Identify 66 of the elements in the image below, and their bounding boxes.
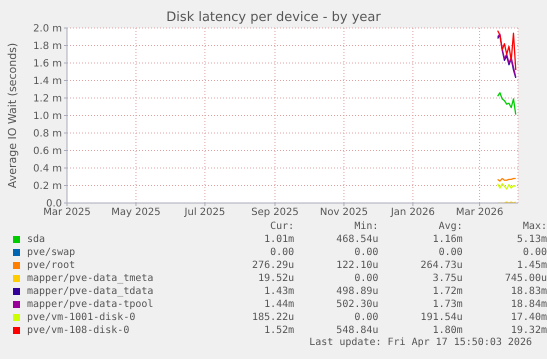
x-tick-label: Mar 2025 [43,207,91,218]
text: 1.52m [263,324,294,337]
x-tick-label: Jul 2025 [184,207,226,218]
text: 548.84u [335,324,378,337]
text: 1.43m [263,285,294,298]
y-tick-label: 1.6 m [33,58,62,70]
legend-label: mapper/pve-data_tmeta [26,272,154,285]
text: 191.54u [420,311,463,324]
text: 185.22u [251,311,294,324]
text: 18.84m [510,298,547,311]
legend-label: pve/swap [26,246,76,259]
text: Max: [522,220,547,233]
y-axis-title: Average IO Wait (seconds) [6,42,19,188]
legend-label: mapper/pve-data-tpool [26,298,154,311]
text: 0.00 [269,246,294,259]
text: 0.00 [353,311,378,324]
legend-label: pve/vm-1001-disk-0 [26,311,136,324]
text: 3.75u [432,272,463,285]
y-tick-label: 0.6 m [33,146,62,158]
legend-label: sda [26,233,46,246]
chart-title: Disk latency per device - by year [165,10,382,25]
text: Cur: [269,220,294,233]
x-tick-label: Nov 2025 [320,207,368,218]
text: 0.00 [438,246,463,259]
legend-label: mapper/pve-data_tdata [26,285,154,298]
text: 0.00 [353,272,378,285]
text: 745.00u [504,272,547,285]
text: 122.10u [335,259,378,272]
y-tick-label: 1.0 m [33,111,62,122]
y-tick-label: 0.4 m [33,164,62,175]
text: 1.44m [263,298,294,311]
line-series [497,30,516,71]
y-tick-label: 0.8 m [33,128,62,140]
text: 17.40m [510,311,547,324]
x-tick-label: Jan 2026 [390,207,435,218]
text: 1.80m [432,324,463,337]
text: 19.32m [510,324,547,337]
text: 0.00 [522,246,547,259]
text: 0.00 [353,246,378,259]
text: 468.54u [335,233,378,246]
text: Min: [353,220,378,233]
y-tick-label: 0.2 m [33,181,62,192]
legend-label: pve/root [26,259,76,272]
text: 264.73u [420,259,463,272]
text: Avg: [438,220,463,233]
text: 1.73m [432,298,463,311]
y-tick-label: 2.0 m [33,24,62,35]
text: 276.29u [251,259,294,272]
y-tick-label: 1.4 m [33,76,62,88]
y-tick-label: 1.2 m [33,94,62,105]
text: Last update: Fri Apr 17 15:50:03 2026 [308,337,532,348]
x-tick-label: Sep 2025 [251,207,299,218]
text: 502.30u [335,298,378,311]
text: 1.45m [516,259,547,272]
x-tick-label: Mar 2026 [456,207,504,218]
text: 1.01m [263,233,294,246]
line-series [497,92,516,116]
text: 19.52u [257,272,294,285]
legend-label: pve/vm-108-disk-0 [26,324,130,337]
x-tick-label: May 2025 [111,207,161,218]
text: 1.16m [432,233,463,246]
text: 5.13m [516,233,547,246]
text: 18.83m [510,285,547,298]
text: 498.89u [335,285,378,298]
text: 1.72m [432,285,463,298]
y-tick-label: 1.8 m [33,41,62,52]
